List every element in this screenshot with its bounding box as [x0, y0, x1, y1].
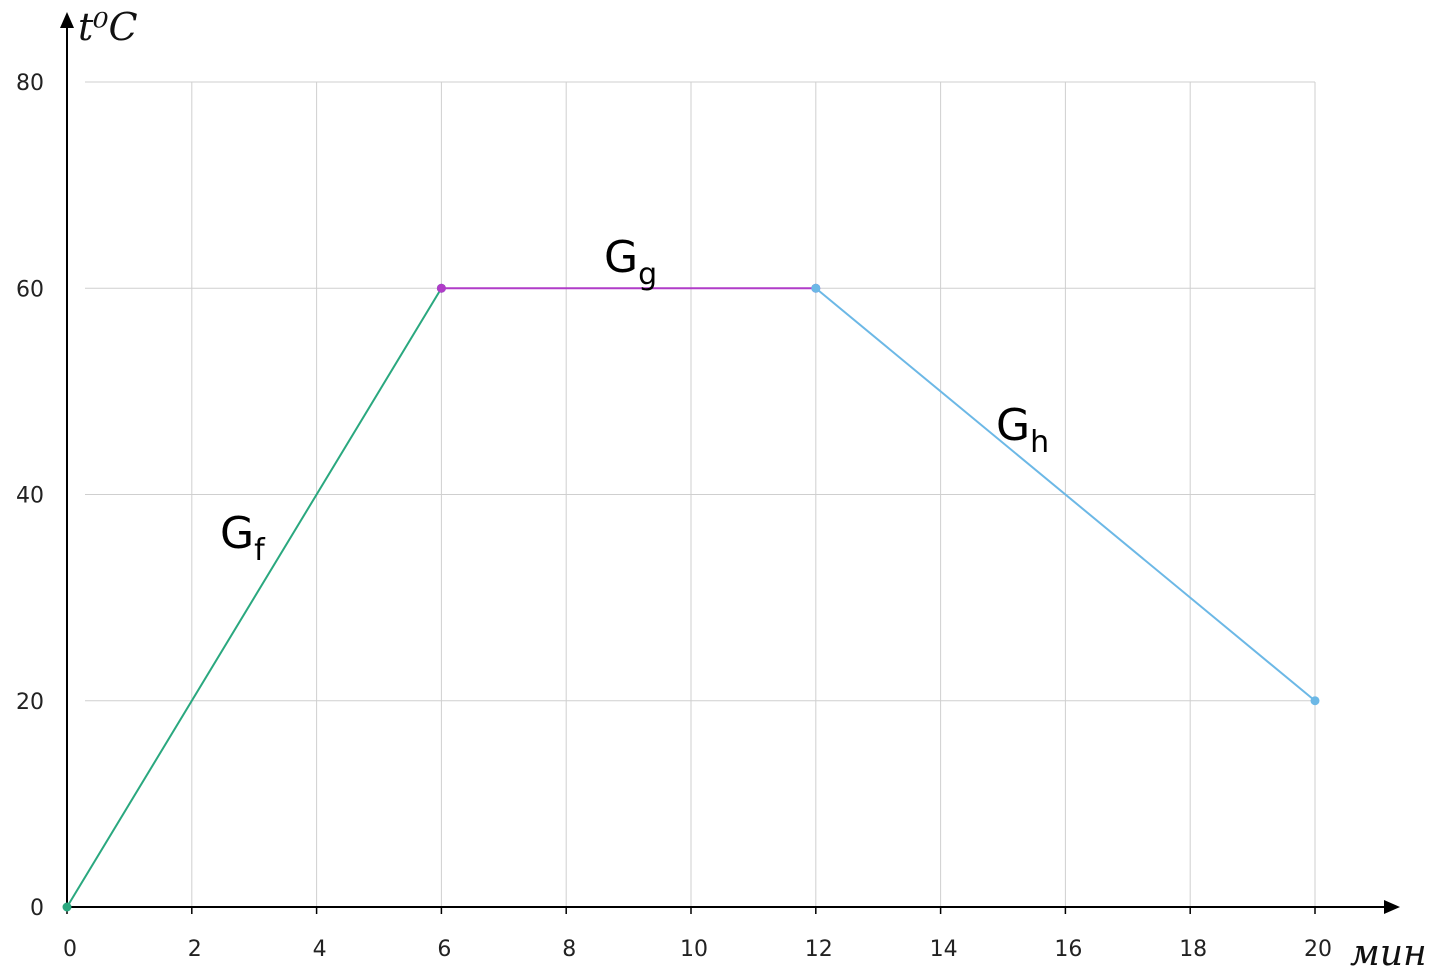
x-tick-label: 4 — [313, 937, 327, 962]
x-tick-label: 16 — [1054, 937, 1082, 962]
tick-labels: 0 2 4 6 8 10 12 14 16 18 20 0 20 40 60 80 — [16, 71, 1332, 962]
grid — [85, 81, 1316, 907]
y-tick-label: 80 — [16, 71, 44, 96]
x-tick-label: 10 — [680, 937, 708, 962]
x-axis-arrow-icon — [1384, 900, 1400, 914]
series-label-Gf: Gf — [220, 508, 266, 568]
series-label-Gh: Gh — [996, 400, 1049, 460]
x-tick-label: 20 — [1304, 937, 1332, 962]
x-axis-label: мин — [1350, 933, 1427, 970]
data-point-Gh — [1310, 696, 1320, 706]
series-line-Gf — [66, 287, 443, 908]
series-line-Gh — [815, 287, 1316, 702]
y-axis-label: t⁰C — [78, 5, 138, 49]
series-labels: Gf Gg Gh — [220, 232, 1049, 568]
y-axis-arrow-icon — [60, 12, 74, 28]
series-label-Gg: Gg — [604, 232, 657, 292]
x-tick-label: 14 — [930, 937, 958, 962]
y-tick-label: 20 — [16, 690, 44, 715]
y-tick-label: 0 — [30, 896, 44, 921]
axes — [60, 12, 1400, 914]
x-tick-label: 18 — [1179, 937, 1207, 962]
data-point-Gg — [436, 283, 446, 293]
x-tick-label: 2 — [188, 937, 202, 962]
series-lines — [62, 283, 1320, 912]
y-tick-label: 60 — [16, 277, 44, 302]
x-tick-label: 8 — [562, 937, 576, 962]
y-tick-label: 40 — [16, 484, 44, 509]
x-tick-label: 12 — [805, 937, 833, 962]
x-tick-label: 0 — [63, 937, 77, 962]
data-point-Gf — [62, 902, 72, 912]
data-point-Gh — [811, 283, 821, 293]
x-tick-label: 6 — [437, 937, 451, 962]
